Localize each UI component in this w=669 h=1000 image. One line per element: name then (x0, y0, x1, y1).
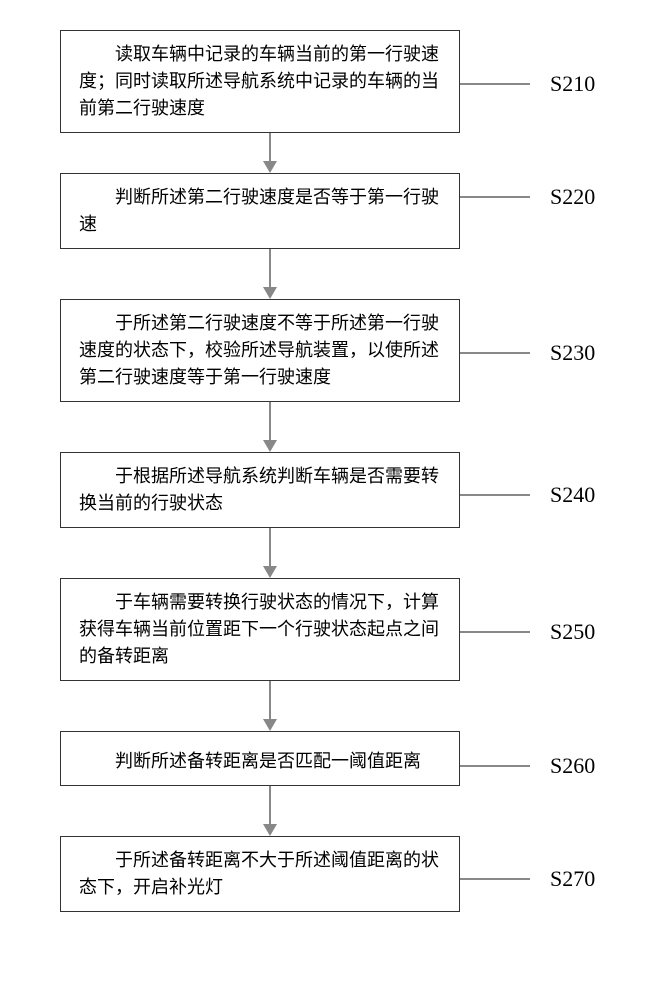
flow-box-s230: 于所述第二行驶速度不等于所述第一行驶速度的状态下，校验所述导航装置，以使所述第二… (60, 299, 460, 402)
connector-s260: S260 (460, 753, 595, 779)
arrow-line (269, 681, 271, 719)
arrow-line (269, 786, 271, 824)
arrow (263, 249, 277, 299)
step-label: S230 (550, 340, 595, 366)
flow-box-s240: 于根据所述导航系统判断车辆是否需要转换当前的行驶状态 (60, 452, 460, 528)
connector-line (460, 494, 530, 496)
flow-box-text: 于所述第二行驶速度不等于所述第一行驶速度的状态下，校验所述导航装置，以使所述第二… (79, 313, 439, 387)
step-label: S250 (550, 619, 595, 645)
step-row: 于所述备转距离不大于所述阈值距离的状态下，开启补光灯 S270 (60, 836, 480, 912)
arrow-head-icon (263, 719, 277, 731)
step-row: 于车辆需要转换行驶状态的情况下，计算获得车辆当前位置距下一个行驶状态起点之间的备… (60, 578, 480, 681)
connector-line (460, 631, 530, 633)
arrow (263, 786, 277, 836)
connector-line (460, 878, 530, 880)
flow-box-s210: 读取车辆中记录的车辆当前的第一行驶速度；同时读取所述导航系统中记录的车辆的当前第… (60, 30, 460, 133)
connector-line (460, 83, 530, 85)
arrow-line (269, 402, 271, 440)
step-row: 于根据所述导航系统判断车辆是否需要转换当前的行驶状态 S240 (60, 452, 480, 528)
step-label: S220 (550, 184, 595, 210)
arrow-line (269, 133, 271, 161)
step-row: 判断所述备转距离是否匹配一阈值距离 S260 (60, 731, 480, 786)
step-label: S260 (550, 753, 595, 779)
arrow-head-icon (263, 566, 277, 578)
flow-box-text: 读取车辆中记录的车辆当前的第一行驶速度；同时读取所述导航系统中记录的车辆的当前第… (79, 44, 439, 118)
arrow-head-icon (263, 824, 277, 836)
arrow-head-icon (263, 287, 277, 299)
flow-box-s260: 判断所述备转距离是否匹配一阈值距离 (60, 731, 460, 786)
step-row: 于所述第二行驶速度不等于所述第一行驶速度的状态下，校验所述导航装置，以使所述第二… (60, 299, 480, 402)
arrow (263, 681, 277, 731)
flow-box-s270: 于所述备转距离不大于所述阈值距离的状态下，开启补光灯 (60, 836, 460, 912)
step-label: S210 (550, 71, 595, 97)
step-row: 读取车辆中记录的车辆当前的第一行驶速度；同时读取所述导航系统中记录的车辆的当前第… (60, 30, 480, 133)
step-row: 判断所述第二行驶速度是否等于第一行驶速 S220 (60, 173, 480, 249)
flow-box-text: 判断所述备转距离是否匹配一阈值距离 (79, 751, 421, 771)
arrow-line (269, 528, 271, 566)
flow-box-text: 判断所述第二行驶速度是否等于第一行驶速 (79, 187, 439, 234)
arrow-head-icon (263, 161, 277, 173)
arrow (263, 402, 277, 452)
step-label: S240 (550, 482, 595, 508)
connector-s240: S240 (460, 482, 595, 508)
arrow-line (269, 249, 271, 287)
flow-box-text: 于所述备转距离不大于所述阈值距离的状态下，开启补光灯 (79, 850, 439, 897)
connector-line (460, 765, 530, 767)
connector-line (460, 196, 530, 198)
connector-s230: S230 (460, 340, 595, 366)
arrow-head-icon (263, 440, 277, 452)
arrow (263, 133, 277, 173)
connector-s210: S210 (460, 71, 595, 97)
step-label: S270 (550, 866, 595, 892)
connector-line (460, 352, 530, 354)
flowchart-container: 读取车辆中记录的车辆当前的第一行驶速度；同时读取所述导航系统中记录的车辆的当前第… (60, 30, 480, 912)
flow-box-s220: 判断所述第二行驶速度是否等于第一行驶速 (60, 173, 460, 249)
connector-s270: S270 (460, 866, 595, 892)
flow-box-text: 于根据所述导航系统判断车辆是否需要转换当前的行驶状态 (79, 466, 439, 513)
connector-s220: S220 (460, 184, 595, 210)
flow-box-text: 于车辆需要转换行驶状态的情况下，计算获得车辆当前位置距下一个行驶状态起点之间的备… (79, 592, 439, 666)
connector-s250: S250 (460, 619, 595, 645)
flow-box-s250: 于车辆需要转换行驶状态的情况下，计算获得车辆当前位置距下一个行驶状态起点之间的备… (60, 578, 460, 681)
arrow (263, 528, 277, 578)
